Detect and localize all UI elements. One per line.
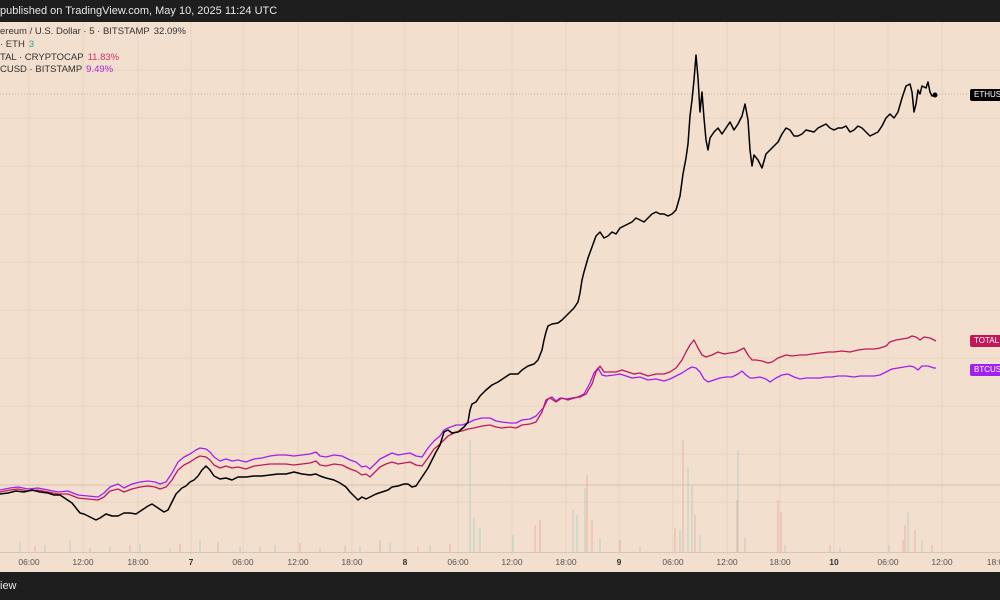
grid-lines	[0, 22, 1000, 555]
x-tick: 12:00	[501, 557, 523, 567]
ethusd-last-point	[932, 92, 938, 98]
x-tick: 06:00	[662, 557, 684, 567]
ethusd-line	[0, 54, 937, 521]
legend-total-label: TAL · CRYPTOCAP	[0, 51, 84, 63]
x-tick-day: 8	[402, 557, 408, 567]
x-tick: 06:00	[18, 557, 40, 567]
legend-row-total[interactable]: TAL · CRYPTOCAP 11.83%	[0, 52, 186, 65]
legend-row-btcusd[interactable]: CUSD · BITSTAMP 9.49%	[0, 64, 186, 77]
legend-btcusd-label: CUSD · BITSTAMP	[0, 64, 83, 76]
chart-svg	[0, 22, 1000, 555]
legend-row-eth-volume[interactable]: · ETH 3	[0, 39, 186, 52]
ethusd-price-tag: ETHUSD	[970, 89, 1000, 101]
x-tick: 18:00	[769, 557, 791, 567]
x-tick: 18:00	[555, 557, 577, 567]
legend-ethusd-value: 32.09%	[153, 26, 186, 37]
x-tick: 12:00	[72, 557, 94, 567]
legend-ethusd-label: ereum / U.S. Dollar · 5 · BITSTAMP	[0, 26, 150, 37]
total-line	[0, 335, 937, 501]
x-tick: 06:00	[447, 557, 469, 567]
published-text: published on TradingView.com, May 10, 20…	[0, 5, 278, 17]
x-tick: 18:0	[986, 557, 1000, 567]
volume-bars	[19, 440, 933, 552]
published-banner: published on TradingView.com, May 10, 20…	[0, 0, 1000, 22]
legend-eth-volume-label: · ETH	[0, 38, 25, 50]
x-tick: 12:00	[931, 557, 953, 567]
btcusd-line	[0, 365, 936, 498]
legend-eth-volume-value: 3	[28, 38, 35, 50]
x-tick: 18:00	[341, 557, 363, 567]
x-tick-day: 10	[829, 557, 839, 567]
x-tick-day: 7	[188, 557, 194, 567]
x-tick: 06:00	[877, 557, 899, 567]
legend: ereum / U.S. Dollar · 5 · BITSTAMP 32.09%…	[0, 26, 186, 77]
x-tick: 12:00	[716, 557, 738, 567]
x-tick: 18:00	[127, 557, 149, 567]
footer-text: iew	[0, 580, 17, 592]
legend-total-value: 11.83%	[87, 51, 120, 63]
x-tick: 12:00	[287, 557, 309, 567]
chart-area[interactable]: ereum / U.S. Dollar · 5 · BITSTAMP 32.09%…	[0, 22, 1000, 572]
legend-row-ethusd[interactable]: ereum / U.S. Dollar · 5 · BITSTAMP 32.09%	[0, 26, 186, 39]
total-price-tag: TOTAL	[970, 335, 1000, 347]
footer-bar: iew	[0, 572, 1000, 600]
x-tick: 06:00	[232, 557, 254, 567]
x-tick-day: 9	[616, 557, 622, 567]
x-axis-divider	[0, 552, 1000, 553]
btcusd-price-tag: BTCUSD	[970, 364, 1000, 376]
legend-btcusd-value: 9.49%	[86, 64, 114, 76]
